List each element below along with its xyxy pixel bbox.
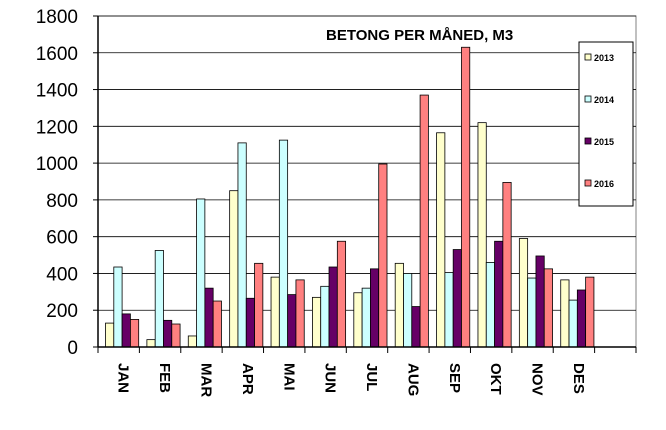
bar-feb-2016 [171,323,181,348]
bar-jul-2016 [378,163,388,348]
bar-aug-2014 [403,273,413,348]
bar-okt-2013 [477,122,487,348]
bar-sep-2016 [461,46,471,348]
y-tick-label: 200 [46,301,78,322]
bar-mar-2014 [196,198,206,348]
x-tick-label-okt: OKT [487,363,504,395]
x-tick-label-aug: AUG [404,363,421,396]
bar-feb-2013 [146,339,156,348]
bar-mar-2013 [187,335,197,348]
x-tick-label-jan: JAN [115,363,132,393]
bar-des-2014 [568,299,578,348]
bar-mai-2015 [287,294,297,348]
bar-sep-2013 [436,132,446,348]
y-tick-label: 0 [67,338,78,359]
bar-feb-2015 [163,319,173,348]
bar-jun-2013 [312,296,322,348]
legend-label-2014: 2014 [594,95,614,105]
bar-nov-2016 [543,268,553,348]
legend-label-2016: 2016 [594,179,614,189]
x-tick-label-apr: APR [239,363,256,395]
bar-sep-2015 [452,249,462,348]
x-tick-label-nov: NOV [529,363,546,396]
bar-jul-2013 [353,292,363,348]
bar-okt-2015 [494,240,504,348]
y-tick-label: 1000 [36,154,78,175]
bar-jan-2013 [105,322,115,348]
y-tick-labels: 0 200 400 600 800 1000 1200 1400 1600 1800 [36,7,78,359]
bar-nov-2014 [527,277,537,348]
legend-swatch-2014 [584,95,592,103]
y-tick-label: 1200 [36,117,78,138]
legend-label-2015: 2015 [594,137,614,147]
legend-box [578,41,634,207]
bar-jul-2015 [370,268,380,348]
bar-feb-2014 [154,250,164,348]
x-tick-labels: JAN FEB MAR APR MAI JUN JUL AUG SEP OKT NOV DES [115,363,587,397]
bar-aug-2015 [411,306,421,348]
bar-aug-2016 [419,94,429,348]
y-tick-label: 400 [46,264,78,285]
x-tick-label-jun: JUN [322,363,339,393]
axes [93,15,637,353]
bar-mar-2016 [212,300,222,348]
bar-jun-2014 [320,285,330,348]
legend-swatch-2016 [584,179,592,187]
bar-des-2016 [585,276,595,348]
bar-mai-2016 [295,279,305,348]
legend-swatch-2015 [584,137,592,145]
x-tick-label-jul: JUL [363,363,380,391]
bar-okt-2014 [485,262,495,348]
bar-jan-2015 [121,313,131,348]
bar-mar-2015 [204,287,214,348]
bar-apr-2014 [237,142,247,348]
bar-jan-2016 [129,319,140,348]
bar-sep-2014 [444,272,454,348]
bar-nov-2015 [535,255,545,348]
chart-title: BETONG PER MÅNED, M3 [326,27,513,44]
bar-apr-2013 [229,190,239,348]
bar-nov-2013 [518,238,529,348]
x-tick-label-feb: FEB [156,363,173,393]
y-tick-label: 1800 [36,7,78,28]
bar-okt-2016 [502,182,512,348]
y-tick-label: 600 [46,228,78,249]
y-tick-label: 800 [46,191,78,212]
bar-jun-2016 [336,240,347,348]
bar-jun-2015 [328,266,338,348]
bar-mai-2014 [278,139,289,348]
bar-apr-2015 [245,297,255,348]
legend-label-2013: 2013 [594,53,614,63]
x-tick-label-sep: SEP [446,363,463,393]
legend-swatch-2013 [584,53,592,61]
y-tick-label: 1400 [36,81,78,102]
legend: 2013 2014 2015 2016 [578,41,634,207]
x-tick-label-des: DES [570,363,587,394]
bar-des-2015 [576,289,587,348]
y-tick-label: 1600 [36,44,78,65]
bar-jan-2014 [113,266,123,348]
bar-aug-2013 [394,262,404,348]
bar-jul-2014 [361,287,371,348]
bar-mai-2013 [270,276,280,348]
bars [105,46,595,348]
bar-des-2013 [560,279,570,348]
x-tick-label-mai: MAI [280,363,297,391]
bar-apr-2016 [254,262,264,348]
x-tick-label-mar: MAR [197,363,214,397]
